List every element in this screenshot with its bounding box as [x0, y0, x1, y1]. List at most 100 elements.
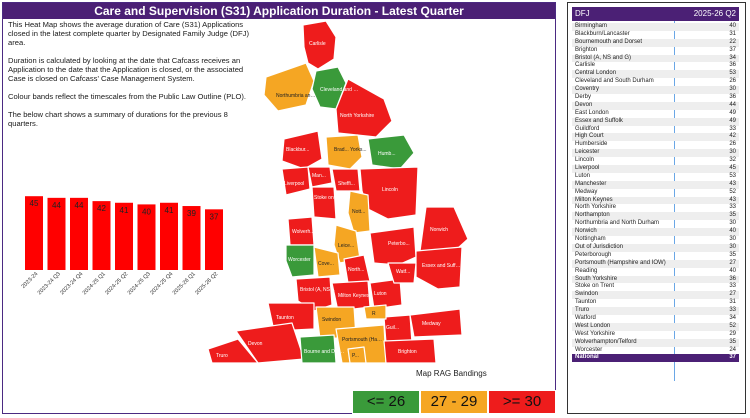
table-row[interactable]: Devon 44 [572, 101, 739, 110]
map-region[interactable] [369, 226, 417, 266]
bar[interactable] [115, 202, 133, 270]
map-region[interactable] [335, 78, 393, 138]
dfj-name: Lincoln [575, 157, 595, 164]
map-region-label: Carlisle [309, 41, 326, 47]
map-region[interactable] [387, 262, 417, 284]
table-row[interactable]: Central London 53 [572, 70, 739, 79]
table-row[interactable]: East London 49 [572, 110, 739, 118]
bar-value-label: 44 [75, 201, 84, 210]
bar[interactable] [92, 201, 111, 270]
map-region[interactable] [359, 166, 419, 220]
duration-bar-chart: 45 2023-24 44 2023-24 Q3 44 2023-24 Q4 42 2024-… [21, 196, 223, 296]
map-region-label: Truro [216, 353, 228, 359]
bar[interactable] [205, 209, 223, 270]
dfj-name: Cleveland and South Durham [575, 78, 654, 85]
total-row: National 37 [572, 354, 739, 363]
map-region[interactable] [302, 20, 337, 70]
map-region[interactable] [415, 246, 463, 290]
map-region[interactable] [281, 130, 323, 170]
map-region-label: Wolverh... [292, 229, 314, 235]
map-region[interactable] [347, 346, 367, 364]
table-row[interactable]: Liverpool 45 [572, 165, 739, 173]
table-row[interactable]: Truro 33 [572, 307, 739, 315]
bar-value-label: 42 [97, 204, 106, 213]
table-row[interactable]: Bristol (A, NS and G) 34 [572, 54, 739, 63]
table-row[interactable]: Norwich 40 [572, 228, 739, 237]
bar[interactable] [70, 197, 88, 270]
table-row[interactable]: Carlisle 36 [572, 62, 739, 70]
table-row[interactable]: Worcester 24 [572, 347, 739, 355]
table-row[interactable]: Lincoln 32 [572, 157, 739, 165]
table-row[interactable]: Manchester 43 [572, 180, 739, 189]
description-paragraph: The below chart shows a summary of durat… [8, 110, 228, 128]
bar[interactable] [137, 204, 156, 270]
map-region[interactable] [263, 62, 315, 112]
map-region-label: Liverpool [284, 181, 304, 187]
x-tick-label: 2023-24 Q4 [59, 271, 84, 296]
map-region[interactable] [267, 302, 315, 332]
map-region[interactable] [281, 166, 311, 196]
table-row[interactable]: Luton 53 [572, 173, 739, 181]
table-row[interactable]: Out of Jurisdiction 30 [572, 243, 739, 252]
table-row[interactable]: Coventry 30 [572, 86, 739, 95]
table-row[interactable]: Northampton 35 [572, 212, 739, 221]
table-row[interactable]: High Court 42 [572, 133, 739, 142]
column-header-dfj[interactable]: DFJ [575, 9, 590, 18]
england-wales-map[interactable]: Carlisle Northumbria an… Cleveland and … No… [208, 19, 478, 364]
bar[interactable] [25, 196, 43, 270]
table-row[interactable]: Medway 52 [572, 189, 739, 197]
table-row[interactable]: South Yorkshire 36 [572, 275, 739, 284]
bar[interactable] [182, 206, 201, 270]
map-region[interactable] [343, 254, 371, 284]
map-region[interactable] [347, 190, 371, 234]
table-row[interactable]: Birmingham 40 [572, 23, 739, 31]
map-region[interactable] [313, 246, 341, 278]
map-region[interactable] [409, 308, 463, 338]
table-row[interactable]: Northumbria and North Durham 30 [572, 220, 739, 228]
table-row[interactable]: Reading 40 [572, 268, 739, 276]
table-row[interactable]: West London 52 [572, 322, 739, 331]
map-region-label: Medway [422, 321, 441, 327]
table-row[interactable]: Wolverhampton/Telford 35 [572, 338, 739, 347]
map-region[interactable] [325, 134, 363, 170]
map-region[interactable] [311, 186, 337, 220]
table-row[interactable]: Humberside 26 [572, 141, 739, 149]
table-row[interactable]: Essex and Suffolk 49 [572, 117, 739, 126]
table-row[interactable]: West Yorkshire 29 [572, 331, 739, 339]
map-region[interactable] [299, 334, 337, 364]
map-region[interactable] [383, 338, 437, 364]
table-row[interactable]: Cleveland and South Durham 26 [572, 78, 739, 86]
table-row[interactable]: Blackburn/Lancaster 31 [572, 31, 739, 39]
table-row[interactable]: Leicester 30 [572, 149, 739, 158]
map-region-label: Lincoln [382, 187, 398, 193]
table-row[interactable]: Portsmouth (Hampshire and IOW) 27 [572, 259, 739, 268]
table-row[interactable]: Stoke on Trent 33 [572, 283, 739, 291]
duration-value: 35 [729, 251, 736, 258]
map-region[interactable] [367, 134, 415, 170]
bar[interactable] [160, 202, 178, 270]
map-region[interactable] [331, 168, 361, 192]
table-row[interactable]: North Yorkshire 33 [572, 204, 739, 212]
table-row[interactable]: Nottingham 30 [572, 236, 739, 244]
column-header-quarter[interactable]: 2025-26 Q2 [693, 9, 736, 18]
table-row[interactable]: Derby 36 [572, 94, 739, 102]
dfj-name: North Yorkshire [575, 204, 617, 211]
table-row[interactable]: Milton Keynes 43 [572, 196, 739, 205]
table-row[interactable]: Guildford 33 [572, 126, 739, 134]
map-region[interactable] [369, 278, 403, 310]
map-region[interactable] [285, 244, 315, 278]
map-region[interactable] [307, 166, 333, 188]
dfj-name: East London [575, 109, 609, 116]
table-row[interactable]: Bournemouth and Dorset 22 [572, 38, 739, 47]
bar[interactable] [47, 197, 66, 270]
table-row[interactable]: Taunton 31 [572, 299, 739, 307]
table-row[interactable]: Swindon 27 [572, 291, 739, 300]
map-region[interactable] [363, 304, 387, 320]
table-row[interactable]: Brighton 37 [572, 47, 739, 55]
table-row[interactable]: Watford 34 [572, 315, 739, 323]
map-region-label: Norwich [430, 227, 448, 233]
map-region[interactable] [208, 338, 259, 364]
duration-value: 26 [729, 78, 736, 85]
table-row[interactable]: Peterborough 35 [572, 252, 739, 260]
map-region-label: Peterbo... [388, 241, 410, 247]
